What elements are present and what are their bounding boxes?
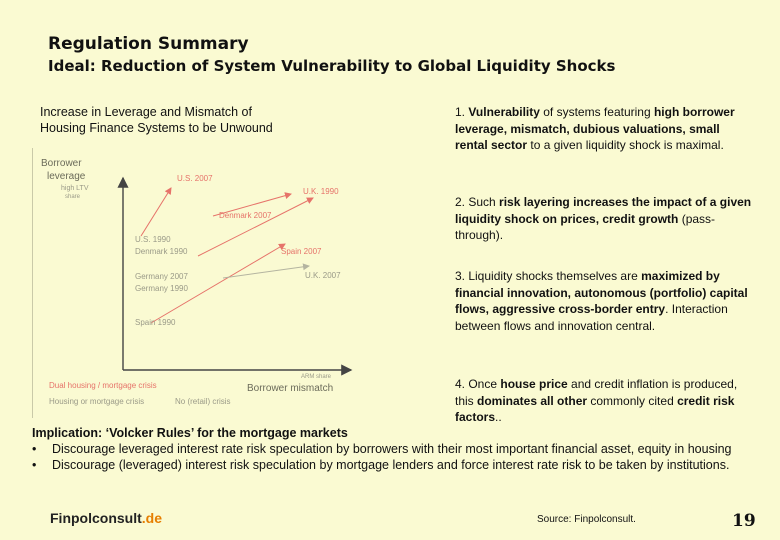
legend-dual-crisis: Dual housing / mortgage crisis: [49, 381, 157, 390]
point-3-text-1: 3. Liquidity shocks themselves are: [455, 269, 642, 283]
brand-name: Finpolconsult: [50, 510, 142, 526]
point-2-bold-1: risk layering increases the impact of a …: [455, 195, 752, 226]
label-spain-1990: Spain 1990: [135, 318, 176, 327]
point-2: 2. Such risk layering increases the impa…: [455, 194, 755, 244]
implication-bullet-2-text: Discourage (leveraged) interest risk spe…: [52, 458, 730, 472]
bullet-icon: •: [32, 442, 37, 456]
implication-heading: Implication: ‘Volcker Rules’ for the mor…: [32, 426, 348, 440]
point-4-text-3: commonly cited: [587, 393, 678, 408]
bullet-icon: •: [32, 458, 37, 472]
point-3-bold-1: maximized by financial innovation, auton…: [455, 269, 748, 316]
arrow-us: [140, 187, 172, 237]
label-denmark-1990: Denmark 1990: [135, 247, 188, 256]
point-4-bold-3: credit risk factors: [455, 393, 735, 425]
point-1: 1. Vulnerability of systems featuring hi…: [455, 104, 755, 154]
leverage-mismatch-diagram: Borrower leverage high LTV share ARM sha…: [32, 148, 355, 418]
source-note: Source: Finpolconsult.: [537, 514, 636, 525]
arrow-denmark: [212, 192, 292, 217]
arrow-spain: [150, 243, 286, 324]
implication-bullet-1: • Discourage leveraged interest rate ris…: [32, 441, 742, 457]
legend-housing-or-mortgage: Housing or mortgage crisis: [49, 397, 144, 406]
y-axis-label-1: Borrower: [41, 158, 82, 169]
arrow-uk: [197, 197, 314, 257]
point-1-text-2: to a given liquidity shock is maximal.: [527, 138, 724, 152]
point-4-text-4: ..: [495, 410, 502, 424]
implication-bullet-2: • Discourage (leveraged) interest risk s…: [32, 457, 742, 473]
point-1-bold-2: high borrower leverage, mismatch, dubiou…: [455, 105, 735, 152]
brand-tld: .de: [141, 510, 162, 526]
point-3-text-2: . Interaction between flows and innovati…: [455, 302, 728, 333]
label-germany-1990: Germany 1990: [135, 284, 188, 293]
point-1-text-1: of systems featuring: [539, 105, 654, 119]
caption-line-1: Increase in Leverage and Mismatch of: [40, 105, 252, 119]
label-denmark-2007: Denmark 2007: [219, 211, 272, 220]
arrow-uk-2007: [222, 263, 310, 279]
diagram-caption: Increase in Leverage and Mismatch of Hou…: [40, 104, 370, 136]
point-2-text-1: 2. Such: [455, 195, 500, 209]
implication-bullet-1-text: Discourage leveraged interest rate risk …: [52, 442, 732, 456]
point-4: 4. Once house price and credit inflation…: [455, 376, 755, 426]
label-us-2007: U.S. 2007: [177, 174, 213, 183]
y-axis-sub-2: share: [65, 194, 81, 200]
y-axis-sub-1: high LTV: [61, 185, 89, 192]
point-1-bold-1: Vulnerability: [468, 105, 540, 119]
point-4-text-1: 4. Once: [455, 377, 501, 391]
label-us-1990: U.S. 1990: [135, 235, 171, 244]
label-uk-1990: U.K. 1990: [303, 187, 339, 196]
point-1-number: 1.: [455, 105, 469, 119]
point-4-bold-1: house price: [500, 377, 568, 391]
page-number: 19: [732, 511, 756, 531]
label-germany-2007: Germany 2007: [135, 272, 188, 281]
label-spain-2007: Spain 2007: [281, 247, 322, 256]
y-axis-label-2: leverage: [47, 171, 86, 182]
caption-line-2: Housing Finance Systems to be Unwound: [40, 121, 273, 135]
x-axis-label: Borrower mismatch: [247, 383, 333, 394]
point-4-bold-2: dominates all other: [477, 393, 588, 408]
slide-title: Regulation Summary: [48, 34, 249, 54]
point-4-text-2: and credit inflation is produced, this: [455, 377, 738, 408]
implication-block: Implication: ‘Volcker Rules’ for the mor…: [32, 425, 742, 473]
point-2-text-2: (pass-through).: [455, 211, 716, 243]
label-uk-2007: U.K. 2007: [305, 271, 341, 280]
x-axis-sub: ARM share: [301, 374, 332, 380]
diagram-svg: Borrower leverage high LTV share ARM sha…: [41, 158, 353, 406]
point-3: 3. Liquidity shocks themselves are maxim…: [455, 268, 755, 334]
legend-no-retail-crisis: No (retail) crisis: [175, 397, 231, 406]
brand-logo: Finpolconsult.de: [50, 510, 162, 526]
slide-subtitle: Ideal: Reduction of System Vulnerability…: [48, 57, 616, 75]
